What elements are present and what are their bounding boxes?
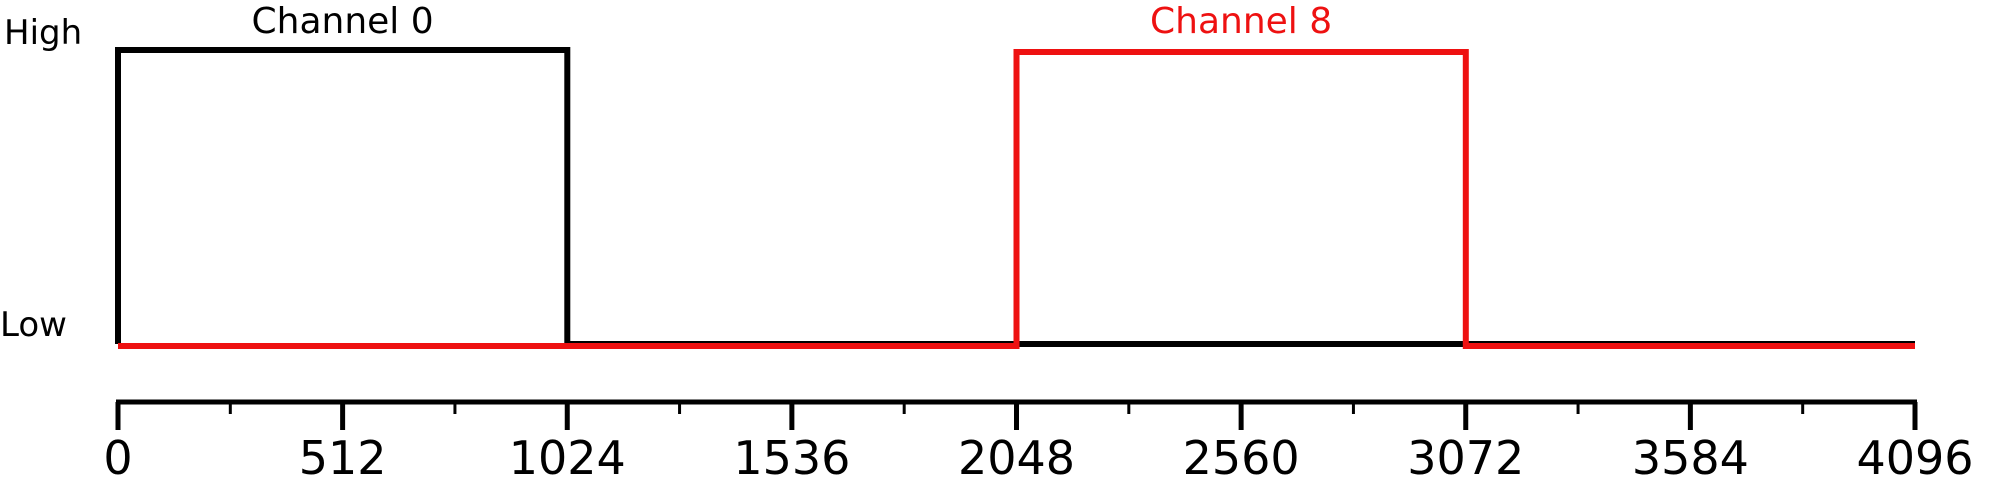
x-tick-label: 512 xyxy=(299,431,387,485)
x-tick-label: 1536 xyxy=(733,431,850,485)
series-label-1: Channel 8 xyxy=(1150,1,1332,42)
y-label-low: Low xyxy=(0,305,67,345)
x-tick-label: 3072 xyxy=(1407,431,1524,485)
y-axis-labels: High Low xyxy=(0,13,82,345)
x-tick-label: 2048 xyxy=(958,431,1075,485)
y-label-high: High xyxy=(4,13,82,53)
x-tick-label: 0 xyxy=(103,431,132,485)
series-line-1 xyxy=(118,49,1915,349)
x-tick-label: 2560 xyxy=(1183,431,1300,485)
series-label-0: Channel 0 xyxy=(252,1,434,42)
x-tick-label: 3584 xyxy=(1632,431,1749,485)
series-layer: Channel 0 Channel 8 xyxy=(115,1,1915,349)
x-tick-label: 1024 xyxy=(509,431,626,485)
x-tick-label: 4096 xyxy=(1856,431,1973,485)
x-axis: 0 512 1024 1536 2048 2560 3072 3584 4096 xyxy=(103,399,1974,485)
